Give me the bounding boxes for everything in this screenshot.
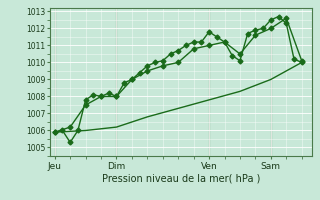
X-axis label: Pression niveau de la mer( hPa ): Pression niveau de la mer( hPa ) [102, 173, 260, 183]
